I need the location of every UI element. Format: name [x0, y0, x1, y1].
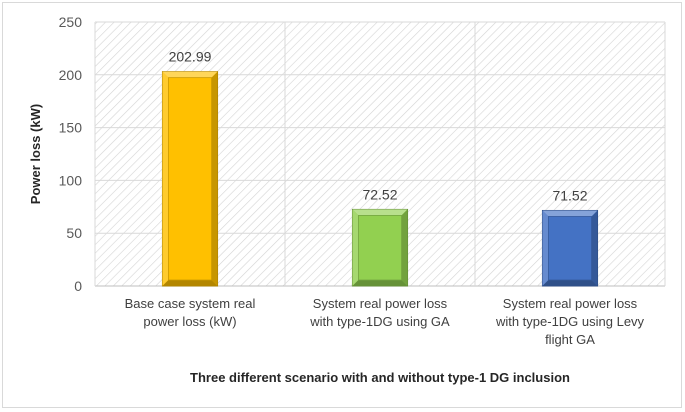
grid-lines	[94, 21, 666, 287]
category-label-2: System real power loss with type-1DG usin…	[495, 296, 645, 347]
data-label-0: 202.99	[169, 49, 212, 65]
data-labels: 202.99 72.52 71.52	[169, 49, 588, 204]
data-label-1: 72.52	[362, 186, 397, 202]
bars	[161, 71, 599, 287]
y-axis-title: Power loss (kW)	[28, 104, 43, 204]
y-tick-label-150: 150	[59, 120, 83, 136]
y-tick-label-200: 200	[59, 67, 83, 83]
bar-0	[161, 71, 219, 287]
bar-1	[351, 208, 409, 287]
x-axis-title: Three different scenario with and withou…	[190, 370, 570, 385]
category-label-1: System real power loss with type-1DG usin…	[309, 296, 450, 329]
y-axis-tick-labels: 0 50 100 150 200 250	[59, 14, 83, 294]
x-axis-category-labels: Base case system real power loss (kW) Syst…	[125, 296, 645, 347]
bar-2	[541, 209, 599, 287]
y-tick-label-100: 100	[59, 172, 83, 188]
category-label-0: Base case system real power loss (kW)	[125, 296, 256, 329]
data-label-2: 71.52	[552, 187, 587, 203]
y-tick-label-50: 50	[66, 225, 82, 241]
y-tick-label-250: 250	[59, 14, 83, 30]
y-tick-label-0: 0	[74, 278, 82, 294]
